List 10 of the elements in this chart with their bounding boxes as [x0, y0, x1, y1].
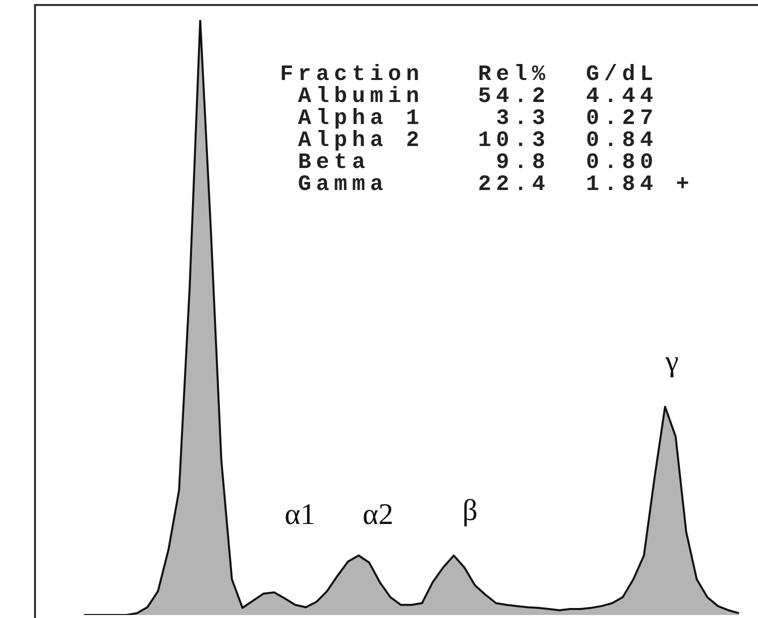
annotation: Alpha 1 3.3 0.27 [297, 106, 660, 131]
annotation: β [462, 494, 478, 528]
annotation: Gamma 22.4 1.84 + [297, 172, 694, 197]
annotation: Beta 9.8 0.80 [297, 150, 660, 175]
annotation: Alpha 2 10.3 0.84 [297, 128, 660, 153]
annotation: Albumin 54.2 4.44 [297, 84, 660, 109]
annotation: γ [665, 345, 679, 379]
annotation: Fraction Rel% G/dL [280, 62, 660, 87]
annotation: α1 [284, 498, 316, 532]
annotation: α2 [362, 498, 394, 532]
